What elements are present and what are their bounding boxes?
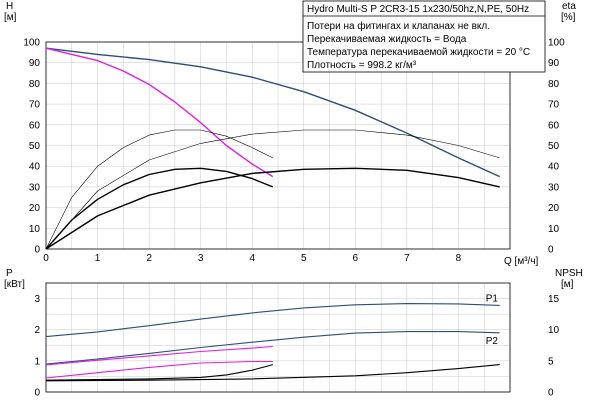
y-left-tick-label: 80: [29, 79, 41, 90]
x-tick-label: 6: [353, 253, 359, 264]
power-plot-frame: 0 1 2 3 0 5 10 15: [34, 282, 560, 399]
y-right-tick-label: 60: [548, 120, 560, 131]
y-left-tick-label: 100: [23, 38, 40, 49]
y-left-unit: [м]: [4, 12, 17, 23]
y-right-tick-label: 15: [548, 294, 560, 305]
x-axis-label: Q [м³/ч]: [504, 256, 539, 267]
y-left-label: H: [6, 1, 13, 12]
head-plot-frame: 0102030405060708090100010203040506070809…: [23, 38, 565, 265]
y-left-tick-label: 0: [34, 388, 40, 399]
head-series: [45, 47, 500, 250]
y-left-label: P: [6, 268, 13, 279]
y-right-label: NPSH: [555, 268, 583, 279]
x-tick-label: 5: [301, 253, 307, 264]
series-line: [45, 364, 273, 381]
info-line: Потери на фитингах и клапанах не вкл.: [307, 20, 490, 32]
power-series: P1 P2: [45, 293, 500, 382]
y-right-tick-label: 30: [548, 182, 560, 193]
y-left-tick-label: 50: [29, 141, 41, 152]
series-line: [45, 364, 500, 382]
y-right-tick-label: 100: [548, 38, 565, 49]
x-tick-label: 0: [43, 253, 49, 264]
info-line: Температура перекачиваемой жидкости = 20…: [307, 47, 530, 58]
y-left-tick-label: 2: [34, 325, 40, 336]
info-box-frame: [302, 0, 546, 73]
y-right-tick-label: 5: [548, 356, 554, 367]
head-efficiency-panel: 0102030405060708090100010203040506070809…: [4, 0, 576, 267]
y-left-tick-label: 0: [34, 245, 40, 256]
y-left-tick-label: 40: [29, 162, 41, 173]
y-left-tick-label: 20: [29, 203, 41, 214]
info-line: Перекачиваемая жидкость = Вода: [307, 34, 467, 45]
series-line: [45, 360, 273, 379]
series-line: [45, 303, 500, 338]
plot-frame: [45, 282, 511, 393]
y-right-tick-label: 80: [548, 79, 560, 90]
y-right-tick-label: 0: [548, 245, 554, 256]
y-right-tick-label: 40: [548, 162, 560, 173]
y-left-tick-label: 60: [29, 120, 41, 131]
series-label: P1: [486, 293, 499, 304]
y-right-tick-label: 10: [548, 224, 560, 235]
x-tick-label: 8: [456, 253, 462, 264]
y-left-tick-label: 3: [34, 294, 40, 305]
series-label: P2: [486, 336, 499, 347]
y-right-tick-label: 90: [548, 58, 560, 69]
y-left-tick-label: 1: [34, 356, 40, 367]
y-left-unit: [кВт]: [4, 279, 25, 290]
series-line: [45, 129, 273, 250]
y-left-tick-label: 70: [29, 100, 41, 111]
series-line: [45, 47, 274, 178]
y-left-tick-label: 30: [29, 182, 41, 193]
x-tick-label: 3: [198, 253, 204, 264]
series-line: [45, 345, 273, 366]
series-line: [45, 167, 500, 250]
y-right-tick-label: 70: [548, 100, 560, 111]
plot-frame: [45, 41, 511, 250]
head-grid: [45, 41, 511, 250]
y-right-tick-label: 0: [548, 388, 554, 399]
power-npsh-panel: 0 1 2 3 0 5 10 15 P1 P2 P [кВт] NPSH [м]: [4, 268, 583, 399]
y-right-label: eta: [562, 1, 576, 12]
info-line: Плотность = 998.2 кг/м³: [307, 60, 417, 71]
chart-title: Hydro Multi-S P 2CR3-15 1x230/50hz,N,PE,…: [307, 4, 529, 15]
y-right-unit: [м]: [561, 279, 574, 290]
y-left-tick-label: 10: [29, 224, 41, 235]
series-line: [45, 167, 274, 250]
y-right-tick-label: 50: [548, 141, 560, 152]
series-line: [45, 129, 500, 250]
y-right-tick-label: 10: [548, 325, 560, 336]
series-line: [45, 47, 500, 178]
x-tick-label: 1: [95, 253, 101, 264]
y-right-unit: [%]: [561, 12, 576, 23]
y-left-tick-label: 90: [29, 58, 41, 69]
x-tick-label: 7: [404, 253, 410, 264]
info-box: Hydro Multi-S P 2CR3-15 1x230/50hz,N,PE,…: [302, 0, 546, 73]
series-line: [45, 331, 500, 365]
y-right-tick-label: 20: [548, 203, 560, 214]
x-tick-label: 2: [146, 253, 152, 264]
x-tick-label: 4: [249, 253, 255, 264]
power-grid: [45, 283, 511, 393]
